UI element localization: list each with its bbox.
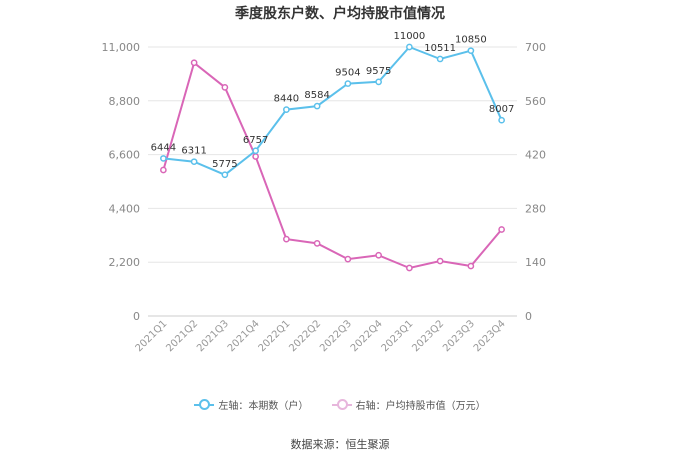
legend-swatch-blue [194, 398, 215, 410]
left-tick-label: 2,200 [109, 256, 141, 269]
right-tick-label: 280 [525, 202, 546, 215]
x-tick-label: 2021Q3 [195, 318, 231, 354]
right-series-point [498, 226, 505, 233]
data-label: 8584 [304, 90, 329, 101]
right-tick-label: 560 [525, 95, 546, 108]
right-series-point [190, 59, 198, 67]
x-tick-label: 2022Q2 [287, 318, 323, 354]
x-tick-label: 2022Q3 [318, 318, 354, 354]
right-tick-label: 420 [525, 149, 546, 162]
axes: 0 0 2,200 140 4,400 280 6,600 420 8,800 560 11,000… [102, 41, 547, 354]
chart-title: 季度股东户数、户均持股市值情况 [235, 6, 445, 22]
right-tick-label: 0 [525, 310, 532, 323]
x-tick-label: 2022Q4 [349, 318, 385, 354]
right-series-point [344, 255, 352, 263]
data-label: 6757 [243, 135, 268, 146]
right-series-point [252, 153, 259, 160]
series-lines [160, 43, 505, 272]
data-label: 10850 [455, 35, 487, 46]
left-series-line [163, 45, 503, 176]
left-series-point [313, 102, 321, 110]
right-series-point [436, 257, 444, 265]
data-labels: 6444 6311 5775 6757 8440 8584 9504 9575 11000105… [151, 31, 515, 170]
legend-item-left-series[interactable]: 左轴：本期数（户） [194, 397, 308, 412]
legend-swatch-pink [331, 398, 352, 410]
left-series-point [221, 171, 229, 179]
left-series-point [344, 80, 352, 87]
x-tick-label: 2021Q1 [134, 318, 170, 354]
left-series-point [283, 106, 290, 113]
x-tick-label: 2023Q3 [441, 318, 477, 354]
x-tick-label: 2023Q1 [380, 318, 416, 354]
grid-lines [148, 46, 517, 263]
data-label: 9504 [335, 68, 360, 79]
left-series-point [498, 116, 505, 124]
data-label: 10511 [424, 43, 456, 54]
left-tick-label: 0 [133, 310, 140, 323]
legend-label-right-series: 右轴：户均持股市值（万元） [355, 401, 486, 412]
right-tick-label: 700 [525, 41, 546, 54]
data-source: 数据来源：恒生聚源 [290, 438, 390, 451]
left-series-point [436, 55, 444, 63]
right-series-point [375, 251, 382, 259]
data-label: 8007 [489, 104, 514, 115]
right-series-point [283, 235, 290, 243]
x-tick-label: 2023Q4 [472, 318, 508, 354]
right-series-point [313, 240, 321, 247]
left-tick-label: 11,000 [102, 41, 141, 54]
data-label: 11000 [393, 31, 425, 42]
left-tick-label: 6,600 [109, 149, 141, 162]
x-tick-label: 2022Q1 [257, 318, 293, 354]
left-tick-label: 4,400 [109, 202, 141, 215]
data-label: 5775 [212, 159, 237, 170]
left-series-point [160, 155, 167, 162]
right-series-point [221, 84, 229, 91]
right-tick-label: 140 [525, 256, 546, 269]
left-series-point [467, 47, 475, 55]
left-tick-label: 8,800 [109, 95, 141, 108]
right-series-point [467, 262, 475, 270]
x-tick-label: 2021Q4 [226, 318, 262, 354]
right-series-point [406, 264, 413, 272]
left-series-point [406, 43, 413, 51]
x-tick-label: 2023Q2 [410, 318, 446, 354]
left-series-point [252, 147, 259, 155]
x-tick-label: 2021Q2 [164, 318, 200, 354]
data-label: 6444 [151, 142, 176, 153]
legend-item-right-series[interactable]: 右轴：户均持股市值（万元） [331, 397, 486, 412]
legend: 左轴：本期数（户） 右轴：户均持股市值（万元） [0, 397, 680, 413]
right-series-line [162, 61, 503, 270]
left-series-point [375, 78, 382, 86]
data-label: 6311 [181, 146, 206, 157]
data-label: 9575 [366, 66, 391, 77]
left-series-point [190, 158, 198, 166]
data-label: 8440 [274, 94, 299, 105]
legend-label-left-series: 左轴：本期数（户） [218, 401, 309, 412]
right-series-point [160, 166, 167, 174]
